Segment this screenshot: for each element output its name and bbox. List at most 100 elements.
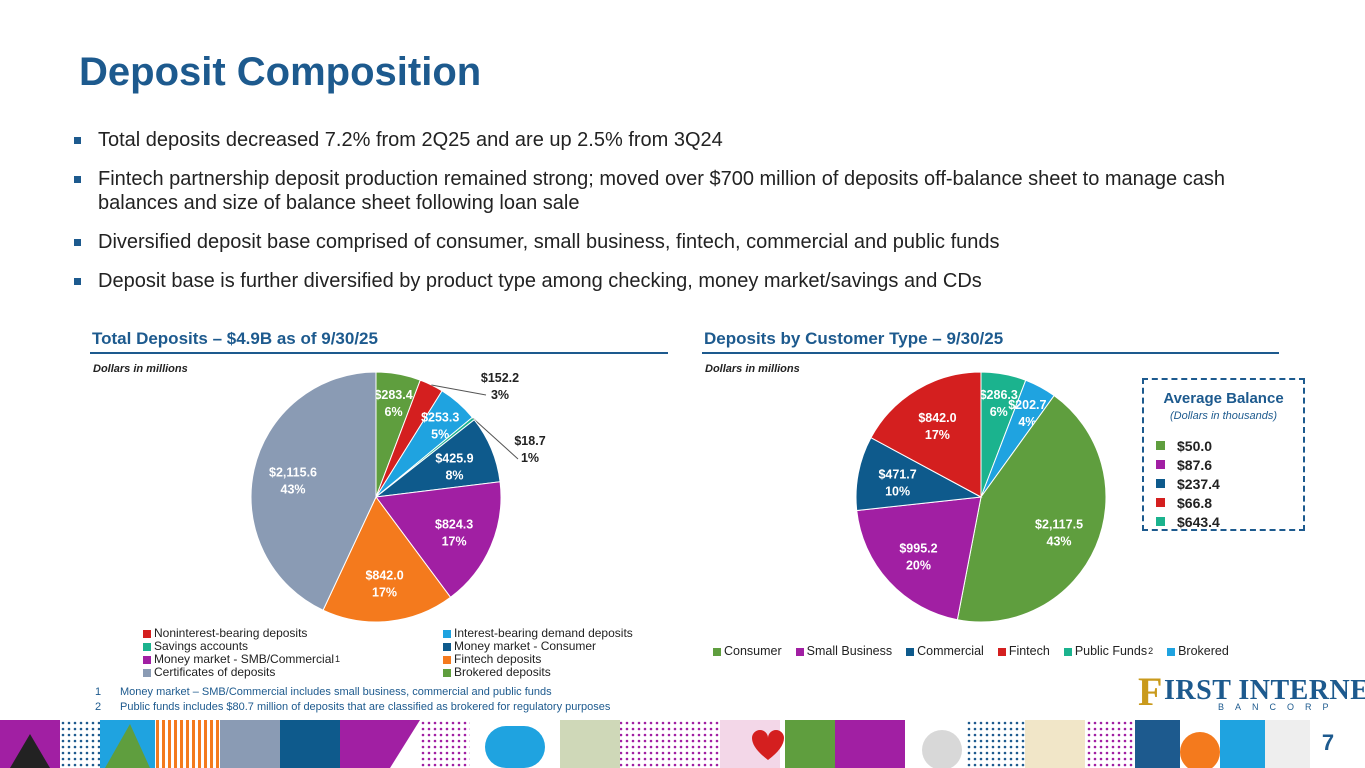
chart2-data-label: $842.0: [918, 411, 956, 425]
chart1-legend-item: Money market - Consumer: [443, 640, 683, 653]
chart1-legend-item: Fintech deposits: [443, 653, 683, 666]
legend-swatch: [143, 642, 151, 651]
customer-type-pie-chart: $286.36% $202.74%$2,117.543%$995.220%$471…: [855, 371, 1107, 623]
chart2-legend: Consumer Small Business Commercial Fintech P…: [713, 645, 1229, 658]
chart1-data-label: $283.4: [374, 388, 412, 402]
chart1-slice-money-market-smb-commercial: [375, 481, 502, 599]
legend-label: Brokered deposits: [454, 665, 551, 679]
footnote-marker: 1: [335, 654, 341, 664]
chart1-data-label: $18.7: [514, 434, 545, 448]
chart1-pct-label: 43%: [281, 483, 306, 497]
chart2-legend-item: Brokered: [1167, 645, 1229, 658]
chart2-legend-item: Fintech: [997, 645, 1050, 658]
chart1-pct-label: 8%: [445, 468, 463, 482]
logo-name: IRST INTERNET: [1164, 675, 1365, 706]
chart1-data-label: $425.9: [435, 451, 473, 465]
chart2-legend-item: Public Funds 2: [1063, 644, 1153, 658]
chart1-legend-item: Interest-bearing demand deposits: [443, 627, 683, 640]
average-balance-swatch: [1156, 498, 1165, 507]
legend-swatch: [443, 655, 451, 664]
average-balance-swatch: [1156, 517, 1165, 526]
average-balance-item: $643.4: [1156, 512, 1303, 531]
logo-subtitle: BANCORP: [1218, 702, 1340, 712]
average-balance-value: $87.6: [1177, 456, 1213, 473]
total-deposits-pie-chart: $283.4 6% $152.2 3% $253.3 5% $18.7 1% $425.9 8% $…: [250, 371, 546, 623]
page-title: Deposit Composition: [79, 50, 482, 94]
chart2-divider: [702, 352, 1279, 354]
first-internet-bancorp-logo: F IRST INTERNET BANCORP: [1138, 669, 1365, 716]
average-balance-swatch: [1156, 441, 1165, 450]
chart1-slice-fintech-deposits: [322, 496, 452, 623]
legend-label: Brokered: [1178, 644, 1229, 658]
chart2-slice-small-business: [856, 496, 982, 621]
logo-mark: F: [1138, 669, 1163, 714]
average-balance-title: Average Balance: [1163, 390, 1284, 407]
chart2-data-label: $2,117.5: [1035, 518, 1083, 532]
chart2-pct-label: 20%: [906, 559, 931, 573]
average-balance-value: $237.4: [1177, 475, 1220, 492]
chart2-data-label: $471.7: [878, 468, 916, 482]
chart2-pct-label: 17%: [925, 428, 950, 442]
average-balance-item: $50.0: [1156, 436, 1303, 455]
chart2-slice-consumer: [956, 394, 1107, 623]
bullet-list: Total deposits decreased 7.2% from 2Q25 …: [72, 128, 1292, 308]
chart2-slice-fintech: [870, 371, 982, 498]
average-balance-item: $237.4: [1156, 474, 1303, 493]
chart1-legend-item: Savings accounts: [143, 640, 443, 653]
chart1-pct-label: 1%: [521, 451, 539, 465]
average-balance-value: $50.0: [1177, 437, 1213, 454]
chart1-divider: [90, 352, 668, 354]
legend-label: Certificates of deposits: [154, 665, 276, 679]
legend-label: Consumer: [724, 644, 782, 658]
chart1-pct-label: 3%: [491, 388, 509, 402]
legend-label: Commercial: [917, 644, 984, 658]
chart1-legend: Noninterest-bearing deposits Interest-bea…: [143, 627, 683, 679]
average-balance-list: $50.0 $87.6 $237.4 $66.8 $643.4: [1156, 436, 1303, 531]
chart1-legend-item: Brokered deposits: [443, 666, 683, 679]
legend-label: Public Funds: [1074, 644, 1148, 658]
legend-swatch: [997, 647, 1006, 656]
chart2-legend-item: Commercial: [906, 645, 984, 658]
legend-label: Money market - Consumer: [454, 639, 597, 653]
chart2-data-label: $202.7: [1008, 398, 1046, 412]
chart1-data-label: $842.0: [365, 569, 403, 583]
legend-swatch: [443, 668, 451, 677]
page-number: 7: [1313, 730, 1343, 756]
footnotes: 1 Money market – SMB/Commercial includes …: [95, 685, 610, 715]
chart1-legend-item: Noninterest-bearing deposits: [143, 627, 443, 640]
average-balance-swatch: [1156, 479, 1165, 488]
chart1-title: Total Deposits – $4.9B as of 9/30/25: [92, 329, 378, 348]
average-balance-swatch: [1156, 460, 1165, 469]
chart1-leader-line: [472, 418, 519, 460]
chart1-data-label: $2,115.6: [269, 466, 317, 480]
chart1-pct-label: 5%: [431, 428, 449, 442]
chart1-data-label: $152.2: [481, 371, 519, 385]
chart2-pct-label: 43%: [1047, 535, 1072, 549]
chart1-pct-label: 17%: [442, 534, 467, 548]
average-balance-value: $66.8: [1177, 494, 1213, 511]
legend-label: Money market - SMB/Commercial: [154, 652, 335, 666]
average-balance-item: $87.6: [1156, 455, 1303, 474]
average-balance-subtitle: (Dollars in thousands): [1170, 410, 1277, 422]
chart2-title: Deposits by Customer Type – 9/30/25: [704, 329, 1004, 348]
footnote: 1 Money market – SMB/Commercial includes …: [95, 686, 552, 698]
legend-label: Fintech deposits: [454, 652, 542, 666]
chart2-legend-item: Consumer: [713, 645, 782, 658]
chart2-pct-label: 10%: [885, 485, 910, 499]
chart2-pct-label: 6%: [990, 405, 1008, 419]
legend-swatch: [143, 629, 151, 638]
chart2-data-label: $995.2: [899, 542, 937, 556]
bullet-item: Fintech partnership deposit production r…: [72, 167, 1292, 215]
chart1-units: Dollars in millions: [93, 363, 188, 375]
legend-swatch: [906, 647, 915, 656]
legend-swatch: [713, 647, 721, 656]
average-balance-box: Average Balance (Dollars in thousands) $…: [1142, 378, 1305, 531]
bullet-item: Total deposits decreased 7.2% from 2Q25 …: [72, 128, 1292, 152]
legend-swatch: [1063, 647, 1072, 656]
legend-swatch: [143, 655, 151, 664]
chart2-data-label: $286.3: [980, 388, 1018, 402]
legend-swatch: [795, 647, 804, 656]
chart1-pct-label: 17%: [372, 586, 397, 600]
legend-swatch: [1167, 647, 1176, 656]
chart2-slice-commercial: [855, 436, 983, 512]
